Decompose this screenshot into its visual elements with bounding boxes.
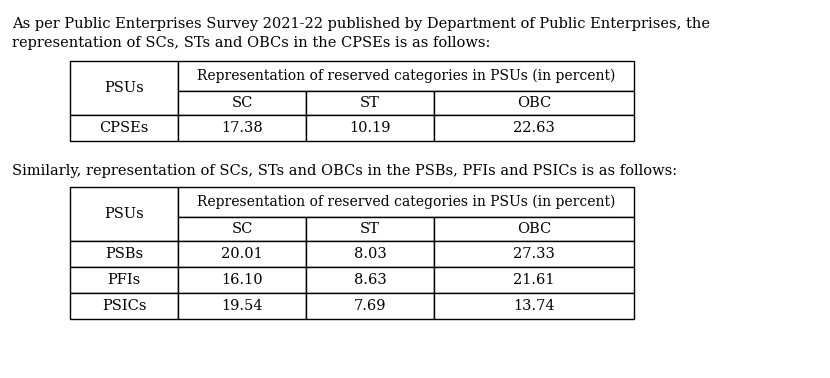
Bar xyxy=(306,241,434,267)
Bar xyxy=(434,217,634,241)
Bar xyxy=(178,61,634,91)
Bar xyxy=(70,241,178,267)
Text: ST: ST xyxy=(360,222,380,236)
Text: PSUs: PSUs xyxy=(104,81,144,95)
Text: SC: SC xyxy=(232,96,252,110)
Text: CPSEs: CPSEs xyxy=(100,121,149,135)
Text: Similarly, representation of SCs, STs and OBCs in the PSBs, PFIs and PSICs is as: Similarly, representation of SCs, STs an… xyxy=(12,164,677,178)
Text: 19.54: 19.54 xyxy=(222,299,263,313)
Text: As per Public Enterprises Survey 2021-22 published by Department of Public Enter: As per Public Enterprises Survey 2021-22… xyxy=(12,17,710,31)
Text: 8.03: 8.03 xyxy=(354,247,387,261)
Text: 10.19: 10.19 xyxy=(349,121,391,135)
Text: ST: ST xyxy=(360,96,380,110)
Bar xyxy=(306,115,434,141)
Text: OBC: OBC xyxy=(517,96,551,110)
Bar xyxy=(70,293,178,319)
Text: PSBs: PSBs xyxy=(105,247,143,261)
Bar xyxy=(70,61,178,115)
Bar xyxy=(434,293,634,319)
Bar xyxy=(178,91,306,115)
Bar xyxy=(70,267,178,293)
Text: representation of SCs, STs and OBCs in the CPSEs is as follows:: representation of SCs, STs and OBCs in t… xyxy=(12,36,491,50)
Text: 22.63: 22.63 xyxy=(513,121,555,135)
Text: PFIs: PFIs xyxy=(107,273,140,287)
Bar xyxy=(178,241,306,267)
Bar xyxy=(434,91,634,115)
Text: OBC: OBC xyxy=(517,222,551,236)
Text: 7.69: 7.69 xyxy=(354,299,386,313)
Text: 21.61: 21.61 xyxy=(513,273,554,287)
Bar xyxy=(178,217,306,241)
Text: PSICs: PSICs xyxy=(102,299,146,313)
Text: 27.33: 27.33 xyxy=(513,247,555,261)
Bar xyxy=(178,187,634,217)
Bar xyxy=(306,91,434,115)
Text: 8.63: 8.63 xyxy=(354,273,387,287)
Text: SC: SC xyxy=(232,222,252,236)
Text: 16.10: 16.10 xyxy=(221,273,263,287)
Bar xyxy=(434,267,634,293)
Bar xyxy=(178,115,306,141)
Bar xyxy=(306,217,434,241)
Bar xyxy=(70,187,178,241)
Bar xyxy=(178,267,306,293)
Bar xyxy=(70,115,178,141)
Bar xyxy=(434,241,634,267)
Bar xyxy=(306,293,434,319)
Text: Representation of reserved categories in PSUs (in percent): Representation of reserved categories in… xyxy=(197,69,615,83)
Text: Representation of reserved categories in PSUs (in percent): Representation of reserved categories in… xyxy=(197,195,615,209)
Bar xyxy=(306,267,434,293)
Bar xyxy=(178,293,306,319)
Text: PSUs: PSUs xyxy=(104,207,144,221)
Text: 20.01: 20.01 xyxy=(221,247,263,261)
Bar xyxy=(434,115,634,141)
Text: 13.74: 13.74 xyxy=(513,299,554,313)
Text: 17.38: 17.38 xyxy=(221,121,263,135)
